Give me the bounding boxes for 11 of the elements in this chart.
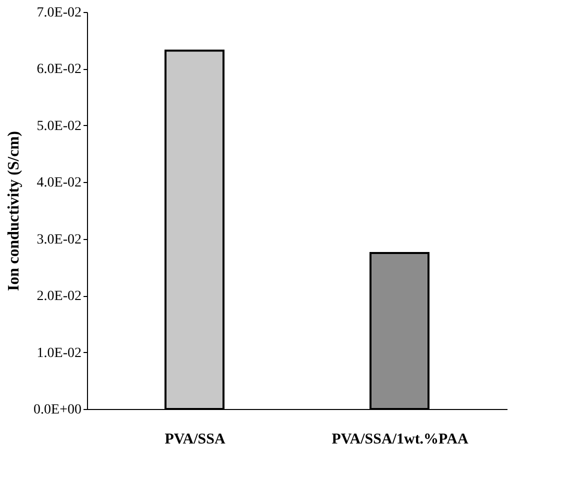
x-tick-label: PVA/SSA/1wt.%PAA bbox=[332, 432, 468, 448]
y-tick-label: 2.0E-02 bbox=[36, 289, 82, 304]
y-tick-label: 3.0E-02 bbox=[36, 232, 82, 248]
y-tick-label: 5.0E-02 bbox=[36, 118, 82, 134]
y-tick-label: 4.0E-02 bbox=[36, 176, 82, 191]
x-tick-label: PVA/SSA bbox=[164, 432, 226, 448]
y-tick-label: 6.0E-02 bbox=[36, 62, 82, 78]
y-tick-label: 1.0E-02 bbox=[36, 346, 82, 361]
y-axis-title: Ion conductivity (S/cm) bbox=[6, 131, 23, 291]
y-tick-label: 7.0E-02 bbox=[36, 6, 82, 20]
y-tick-label: 0.0E+00 bbox=[34, 402, 82, 418]
